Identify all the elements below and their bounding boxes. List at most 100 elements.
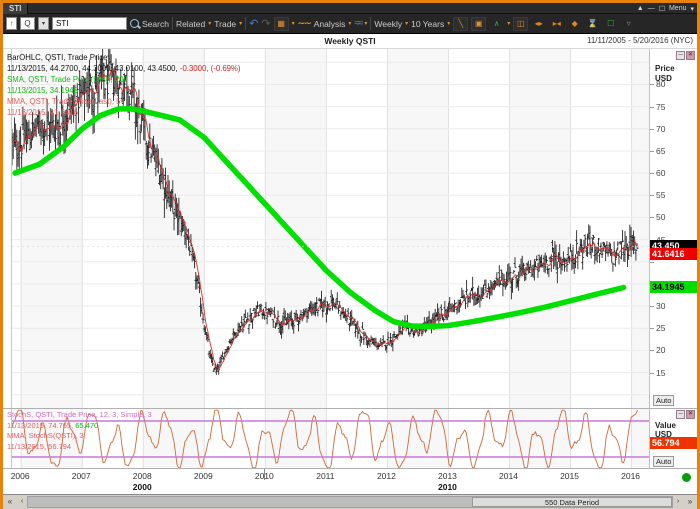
trade-caret-icon[interactable]: ▾ [239,21,243,27]
folder-icon[interactable]: ▦ [273,16,289,31]
redo-icon[interactable]: ↷ [261,18,271,30]
stoch-value-badge: 56.794 [650,437,697,449]
price-axis-label: 30 [656,301,666,312]
stochastic-panel: StochS, QSTI, Trade Price, 12, 3, Simple… [3,408,697,468]
pin-icon[interactable]: ▲ [636,5,644,12]
stoch-panel-buttons[interactable]: ─ ✕ [676,410,695,419]
stoch-axis-title-1: Value [655,421,676,430]
search-icon[interactable] [130,19,139,28]
price-axis-title-1: Price [655,64,675,73]
price-auto-button[interactable]: Auto [653,395,675,406]
stoch-axis-title-2: USD [655,430,672,439]
date-range-label: 11/11/2005 - 5/20/2016 (NYC) [587,36,693,45]
year-label: 2016 [621,471,641,481]
price-panel-buttons[interactable]: ─ ✕ [676,51,695,60]
scrollbar-thumb[interactable]: 550 Data Period [472,497,672,507]
divider [370,17,372,30]
analysis-button[interactable]: Analysis [313,18,346,29]
analysis-caret-icon[interactable]: ▾ [348,21,352,27]
minimize-icon[interactable]: — [647,5,655,12]
price-chart-svg [12,49,649,408]
related-caret-icon[interactable]: ▾ [208,21,212,27]
price-axis-label: 20 [656,345,666,356]
year-label: 2007 [71,471,91,481]
hourglass-icon[interactable]: ⌛ [587,19,598,28]
collapse-horizontal-icon[interactable]: ▸◂ [552,19,561,28]
price-axis-tick [650,106,654,108]
menu-label[interactable]: Menu [668,5,687,12]
folder-caret-icon[interactable]: ▾ [291,21,295,27]
crosshair-icon[interactable]: ∧ [493,19,500,28]
title-bar: STI ▲ — ☐ Menu ▾ [3,3,697,14]
stochastic-axis[interactable]: ─ ✕ Value USD 56.794 Auto [649,409,697,468]
range-caret-icon[interactable]: ▾ [447,21,451,27]
interval-caret-icon[interactable]: ▾ [405,21,409,27]
price-axis-tick [650,128,654,130]
price-axis-label: 50 [656,212,666,223]
symbol-dropdown-caret-icon[interactable]: ▾ [38,17,49,30]
range-dropdown[interactable]: 10 Years [411,18,445,29]
price-chart-panel: BarOHLC, QSTI, Trade Price 11/13/2015, 4… [3,49,697,408]
window-title: STI [3,3,29,14]
search-button[interactable]: Search [142,18,169,29]
close-stoch-panel-icon[interactable]: ✕ [686,410,695,419]
scroll-first-button[interactable]: « [7,496,13,506]
quote-type-label: Q [20,17,35,30]
price-axis[interactable]: ─ ✕ Price USD 80 75 70 65 60 55 50 45 30 25 20 15 4… [649,49,697,408]
crosshair-caret-icon[interactable]: ▾ [507,21,511,27]
chart-style-icon[interactable]: ▣ [471,16,487,31]
scroll-right-button[interactable]: › [676,497,680,505]
restore-icon[interactable]: ☐ [658,5,665,13]
price-axis-tick [650,195,654,197]
price-axis-tick [650,173,654,175]
year-label: 2015 [560,471,579,481]
price-value-badge: 41.6416 [650,248,697,261]
page-title: Weekly QSTI [324,36,376,46]
expand-horizontal-icon[interactable]: ◂▸ [534,19,543,28]
price-axis-tick [650,150,654,152]
chart-header: Weekly QSTI 11/11/2005 - 5/20/2016 (NYC) [3,34,697,49]
price-axis-label: 70 [656,123,666,134]
menu-caret-icon[interactable]: ▾ [690,5,694,13]
stochastic-legend: StochS, QSTI, Trade Price, 12, 3, Simple… [7,410,152,452]
price-axis-label: 60 [656,168,666,179]
price-axis-tick [650,239,654,241]
price-plot-area[interactable] [11,49,649,408]
related-button[interactable]: Related [175,18,206,29]
undo-icon[interactable]: ↶ [249,18,259,30]
year-label: 2006 [10,471,30,481]
horizontal-scrollbar[interactable]: « ‹ 550 Data Period › » [3,494,697,509]
window-controls[interactable]: ▲ — ☐ Menu ▾ [637,3,694,14]
scroll-left-button[interactable]: ‹ [20,497,24,505]
chart-type-icon[interactable]: ╲ [453,16,469,31]
price-axis-tick [650,217,654,219]
layout-icon[interactable]: ◫ [513,16,529,31]
minimize-stoch-panel-icon[interactable]: ─ [676,410,685,419]
legend-stoch-mma-series: MMA, StochS(QSTI), 3 [7,431,84,440]
legend-mma-series: MMA, QSTI, Trade Price(Last), 5 [7,97,121,107]
price-axis-label: 65 [656,145,666,156]
trade-button[interactable]: Trade [214,18,237,29]
indicator-caret-icon[interactable]: ▾ [364,21,368,27]
more-options-icon[interactable]: ▿ [626,19,631,28]
legend-sma-series: SMA, QSTI, Trade Price(Last), 200 [7,75,128,85]
price-legend: BarOHLC, QSTI, Trade Price 11/13/2015, 4… [7,52,241,118]
year-label: 2009 [193,471,213,481]
stoch-auto-button[interactable]: Auto [653,456,675,467]
direction-arrow-icon[interactable]: ↑ [6,17,17,30]
scroll-last-button[interactable]: » [687,496,693,506]
snapshot-icon[interactable]: ☐ [607,19,615,28]
divider [171,17,173,30]
minimize-panel-icon[interactable]: ─ [676,51,685,60]
symbol-input[interactable]: STI [52,17,127,30]
expand-vertical-icon[interactable]: ◆ [571,19,578,28]
interval-dropdown[interactable]: Weekly [374,18,403,29]
stochastic-plot-area[interactable] [11,409,649,468]
close-panel-icon[interactable]: ✕ [686,51,695,60]
scrollbar-track[interactable]: 550 Data Period [27,496,673,508]
price-axis-label: 80 [656,79,666,90]
indicator-wave-icon[interactable]: ≈≈ [354,18,363,29]
year-label: 2012 [376,471,396,481]
price-value-badge: 34.1945 [650,281,697,294]
legend-price-series: BarOHLC, QSTI, Trade Price [7,53,108,62]
